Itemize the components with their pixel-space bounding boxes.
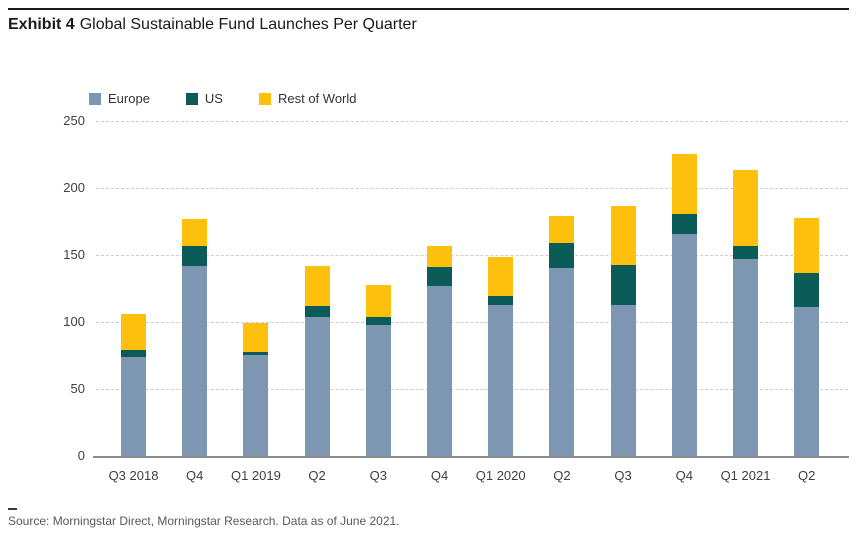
y-axis-label-250: 250 [63, 113, 85, 128]
bar-segment-rest-of-world-q2-11 [794, 218, 820, 273]
bar-segment-rest-of-world-q1-2019-2 [243, 323, 269, 352]
bar-segment-rest-of-world-q4-1 [182, 219, 208, 246]
gridline-50 [96, 389, 848, 390]
bar-segment-europe-q2-11 [794, 307, 820, 456]
bar-segment-rest-of-world-q3-4 [365, 285, 391, 317]
source-note: Source: Morningstar Direct, Morningstar … [8, 514, 400, 528]
x-axis-label-q2-3: Q2 [308, 468, 326, 483]
bar-segment-europe-q4-1 [182, 266, 208, 456]
y-axis-label-150: 150 [63, 247, 85, 262]
bar-segment-us-q4-1 [182, 246, 208, 266]
bar-segment-europe-q3-2018-0 [121, 357, 146, 456]
gridline-100 [96, 322, 848, 323]
y-axis-label-0: 0 [77, 448, 85, 463]
bar-segment-europe-q2-7 [549, 268, 575, 456]
legend-label-europe: Europe [108, 91, 150, 106]
legend-swatch-rest-of-world [258, 92, 271, 105]
bar-segment-rest-of-world-q1-2021-10 [733, 170, 758, 246]
x-axis-baseline [93, 456, 849, 458]
bar-segment-rest-of-world-q2-3 [304, 266, 330, 306]
chart-title: Exhibit 4 Global Sustainable Fund Launche… [8, 16, 417, 34]
x-axis-label-q3-8: Q3 [614, 468, 632, 483]
bar-segment-europe-q1-2021-10 [733, 259, 758, 456]
gridline-250 [96, 121, 848, 122]
x-axis-label-q4-5: Q4 [430, 468, 449, 483]
bar-segment-europe-q3-4 [365, 325, 391, 456]
bar-segment-europe-q1-2019-2 [243, 355, 269, 456]
bar-segment-rest-of-world-q3-8 [610, 206, 636, 265]
bar-segment-europe-q3-8 [610, 305, 636, 456]
chart-title-text: Global Sustainable Fund Launches Per Qua… [79, 16, 417, 33]
bar-segment-rest-of-world-q1-2020-6 [488, 257, 514, 296]
x-axis-label-q1-2019-2: Q1 2019 [230, 468, 281, 483]
x-axis-label-q3-2018-0: Q3 2018 [108, 468, 159, 483]
x-axis-label-q4-1: Q4 [186, 468, 204, 483]
x-axis-label-q2-11: Q2 [798, 468, 816, 483]
y-axis-label-100: 100 [63, 314, 85, 329]
x-axis-label-q3-4: Q3 [369, 468, 387, 483]
bar-segment-europe-q1-2020-6 [488, 305, 514, 456]
legend-item-us: US [185, 91, 223, 106]
chart-title-prefix: Exhibit 4 [8, 16, 75, 33]
legend-label-rest-of-world: Rest of World [277, 91, 357, 106]
legend-item-rest-of-world: Rest of World [258, 91, 357, 106]
y-axis-label-50: 50 [70, 381, 85, 396]
gridline-150 [96, 255, 848, 256]
bar-segment-europe-q4-9 [671, 234, 697, 456]
bar-segment-rest-of-world-q2-7 [549, 216, 575, 243]
x-axis-label-q1-2021-10: Q1 2021 [720, 468, 771, 483]
bar-segment-us-q2-7 [549, 243, 575, 268]
bar-segment-us-q1-2021-10 [733, 246, 758, 259]
bar-segment-europe-q4-5 [427, 286, 452, 456]
x-axis-label-q4-9: Q4 [675, 468, 693, 483]
bar-segment-us-q4-9 [671, 214, 697, 234]
bar-segment-us-q2-11 [794, 273, 820, 307]
legend-label-us: US [204, 91, 223, 106]
bar-segment-us-q3-2018-0 [121, 350, 146, 357]
y-axis-label-200: 200 [63, 180, 85, 195]
gridline-200 [96, 188, 848, 189]
top-rule [8, 8, 849, 10]
bar-segment-us-q1-2020-6 [488, 296, 514, 305]
x-axis-label-q2-7: Q2 [553, 468, 571, 483]
bar-segment-us-q2-3 [304, 306, 330, 317]
bar-segment-rest-of-world-q3-2018-0 [121, 314, 146, 350]
bar-segment-us-q4-5 [427, 267, 452, 286]
bar-segment-us-q3-4 [365, 317, 391, 325]
bar-segment-us-q3-8 [610, 265, 636, 305]
bar-segment-rest-of-world-q4-5 [427, 246, 452, 267]
bar-segment-europe-q2-3 [304, 317, 330, 456]
legend-swatch-europe [89, 92, 101, 105]
legend-swatch-us [185, 92, 198, 105]
bar-segment-rest-of-world-q4-9 [671, 154, 697, 214]
chart-legend: Europe US Rest of World [89, 91, 357, 106]
bar-segment-us-q1-2019-2 [243, 352, 269, 355]
x-axis-label-q1-2020-6: Q1 2020 [475, 468, 526, 483]
legend-item-europe: Europe [89, 91, 150, 106]
source-divider [8, 508, 17, 510]
